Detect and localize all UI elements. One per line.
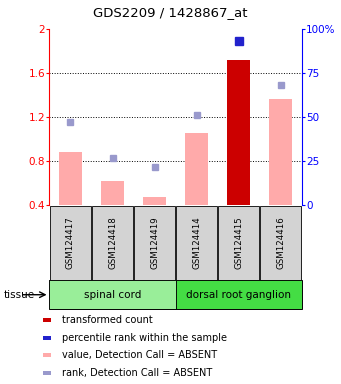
Text: tissue: tissue: [3, 290, 34, 300]
Text: GSM124414: GSM124414: [192, 217, 201, 269]
Text: spinal cord: spinal cord: [84, 290, 141, 300]
Bar: [101, 181, 124, 205]
Text: percentile rank within the sample: percentile rank within the sample: [61, 333, 226, 343]
FancyBboxPatch shape: [134, 206, 175, 280]
Text: transformed count: transformed count: [61, 315, 152, 325]
FancyBboxPatch shape: [218, 206, 259, 280]
Text: value, Detection Call = ABSENT: value, Detection Call = ABSENT: [61, 351, 217, 361]
Bar: [43, 336, 51, 339]
Text: dorsal root ganglion: dorsal root ganglion: [186, 290, 291, 300]
Bar: [43, 354, 51, 358]
Bar: [269, 99, 292, 205]
Bar: [176, 280, 302, 309]
Text: GDS2209 / 1428867_at: GDS2209 / 1428867_at: [93, 6, 248, 19]
Text: GSM124417: GSM124417: [66, 217, 75, 269]
Bar: [227, 60, 250, 205]
FancyBboxPatch shape: [176, 206, 217, 280]
FancyBboxPatch shape: [50, 206, 91, 280]
FancyBboxPatch shape: [260, 206, 301, 280]
Text: GSM124415: GSM124415: [234, 217, 243, 269]
Bar: [185, 132, 208, 205]
Bar: [49, 280, 176, 309]
Text: rank, Detection Call = ABSENT: rank, Detection Call = ABSENT: [61, 368, 212, 378]
Bar: [59, 152, 82, 205]
Bar: [43, 371, 51, 375]
Bar: [43, 318, 51, 322]
Text: GSM124419: GSM124419: [150, 217, 159, 269]
Bar: [143, 197, 166, 205]
Text: GSM124416: GSM124416: [276, 217, 285, 269]
FancyBboxPatch shape: [92, 206, 133, 280]
Text: GSM124418: GSM124418: [108, 217, 117, 269]
